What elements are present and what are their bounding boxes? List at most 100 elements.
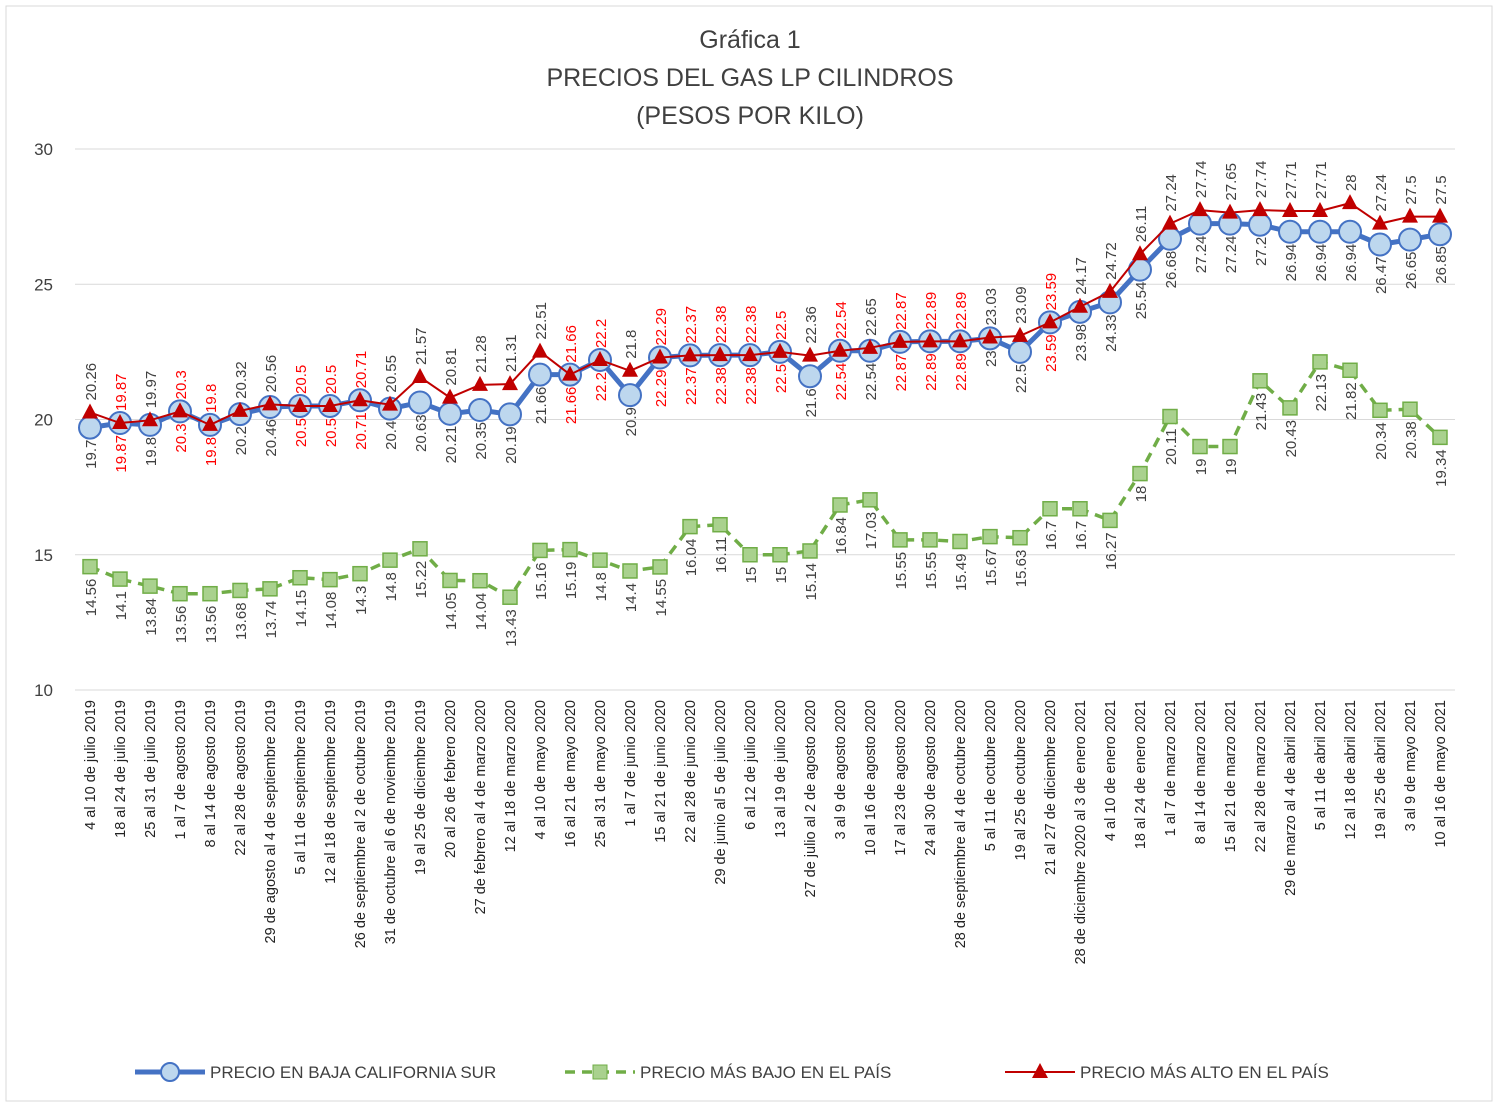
x-tick-label: 5 al 11 de abril 2021 — [1313, 700, 1329, 830]
data-label: 26.94 — [1283, 244, 1300, 282]
point — [952, 533, 968, 550]
point — [622, 563, 638, 579]
data-label: 20.5 — [323, 418, 340, 447]
point — [1132, 465, 1148, 482]
point — [1372, 214, 1388, 230]
data-label: 19.8 — [203, 384, 220, 413]
data-label: 21.28 — [473, 335, 490, 373]
point — [742, 547, 758, 563]
point — [232, 401, 248, 417]
point — [1042, 313, 1058, 329]
data-label: 21.6 — [803, 388, 820, 417]
data-label: 20.4 — [383, 421, 400, 450]
x-tick-label: 15 al 21 de marzo 2021 — [1223, 700, 1239, 852]
data-label: 25.54 — [1133, 282, 1150, 320]
x-tick-label: 4 al 10 de julio 2019 — [83, 700, 99, 830]
point — [1308, 219, 1332, 244]
data-label: 23.09 — [1013, 286, 1030, 324]
data-label: 24.17 — [1073, 257, 1090, 295]
point — [142, 411, 158, 427]
point — [1342, 194, 1358, 210]
point — [802, 543, 818, 559]
data-label: 26.85 — [1433, 246, 1450, 284]
legend-label: PRECIO MÁS BAJO EN EL PAÍS — [640, 1063, 891, 1082]
data-label: 23.03 — [983, 288, 1000, 326]
x-tick-label: 28 de septiembre al 4 de octubre 2020 — [953, 700, 969, 948]
point — [472, 375, 488, 391]
data-label: 20.5 — [323, 365, 340, 394]
point — [1162, 214, 1178, 230]
data-label: 14.15 — [293, 590, 310, 628]
legend-label: PRECIO EN BAJA CALIFORNIA SUR — [210, 1063, 496, 1082]
data-label: 22.38 — [743, 367, 760, 405]
series-line — [89, 202, 1440, 427]
data-label: 13.43 — [503, 609, 520, 647]
data-label: 15 — [773, 567, 790, 584]
data-label: 22.37 — [683, 367, 700, 405]
point — [1072, 297, 1088, 313]
x-tick-label: 21 al 27 de diciembre 2020 — [1043, 700, 1059, 875]
data-label: 15.14 — [803, 563, 820, 601]
point — [442, 388, 458, 404]
data-label: 21.66 — [563, 325, 580, 363]
x-tick-label: 15 al 21 de junio 2020 — [653, 700, 669, 843]
point — [1012, 326, 1028, 342]
point — [202, 585, 218, 602]
point — [652, 348, 668, 364]
data-label: 22.5 — [1013, 364, 1030, 393]
data-label: 27.24 — [1373, 174, 1390, 212]
data-label: 15.67 — [983, 549, 1000, 587]
point — [232, 582, 248, 599]
data-label: 27.71 — [1313, 161, 1330, 199]
data-label: 22.29 — [653, 308, 670, 346]
x-tick-label: 4 al 10 de mayo 2020 — [533, 700, 549, 839]
data-label: 20.55 — [383, 355, 400, 393]
point — [1072, 501, 1088, 517]
x-tick-label: 19 al 25 de abril 2021 — [1373, 700, 1389, 839]
data-label: 22.5 — [773, 364, 790, 393]
x-tick-label: 18 al 24 de enero 2021 — [1133, 700, 1149, 849]
point — [412, 541, 428, 557]
data-label: 22.5 — [773, 311, 790, 340]
data-label: 21.31 — [503, 335, 520, 373]
data-label: 22.65 — [863, 298, 880, 336]
data-label: 19.7 — [83, 440, 100, 469]
point — [892, 332, 908, 348]
point — [922, 332, 938, 348]
legend-item: PRECIO MÁS ALTO EN EL PAÍS — [1005, 1063, 1329, 1082]
point — [1102, 512, 1118, 529]
data-label: 22.37 — [683, 306, 700, 344]
data-label: 21.66 — [533, 387, 550, 425]
chart-title: PRECIOS DEL GAS LP CILINDROS — [546, 64, 953, 92]
point — [502, 375, 518, 391]
data-label: 24.72 — [1103, 242, 1120, 280]
x-tick-label: 16 al 21 de mayo 2020 — [563, 700, 579, 848]
data-label: 20.63 — [413, 414, 430, 452]
y-tick-label: 30 — [34, 140, 53, 159]
point — [172, 585, 188, 602]
legend-item: PRECIO MÁS BAJO EN EL PAÍS — [565, 1063, 891, 1082]
point — [1282, 400, 1298, 416]
data-label: 20.5 — [293, 365, 310, 394]
point — [592, 552, 608, 568]
point — [322, 571, 338, 588]
data-label: 27.24 — [1193, 236, 1210, 274]
point — [742, 346, 758, 362]
data-label: 27.74 — [1253, 161, 1270, 199]
data-label: 23.59 — [1043, 273, 1060, 311]
data-label: 14.8 — [383, 572, 400, 601]
y-tick-label: 10 — [34, 681, 53, 700]
point — [772, 547, 788, 563]
data-label: 20.21 — [443, 426, 460, 464]
data-label: 27.71 — [1283, 161, 1300, 199]
point — [1402, 207, 1418, 223]
point — [112, 414, 128, 430]
data-label: 13.74 — [263, 601, 280, 639]
point — [1102, 282, 1118, 298]
point — [498, 402, 522, 427]
point — [322, 396, 338, 412]
data-label: 20.32 — [233, 361, 250, 399]
data-label: 28 — [1343, 174, 1360, 191]
data-label: 26.94 — [1313, 244, 1330, 282]
